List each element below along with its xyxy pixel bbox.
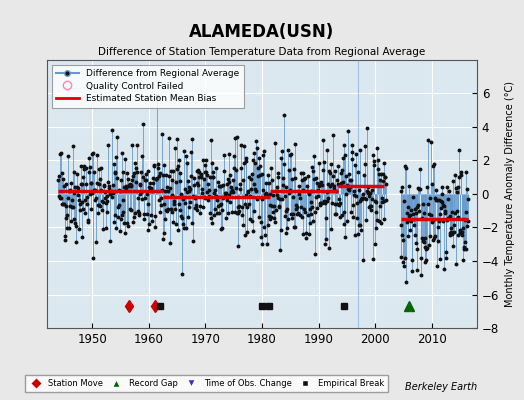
Text: Difference of Station Temperature Data from Regional Average: Difference of Station Temperature Data f… <box>99 47 425 57</box>
Text: ALAMEDA(USN): ALAMEDA(USN) <box>189 23 335 41</box>
Y-axis label: Monthly Temperature Anomaly Difference (°C): Monthly Temperature Anomaly Difference (… <box>505 81 515 307</box>
Legend: Difference from Regional Average, Quality Control Failed, Estimated Station Mean: Difference from Regional Average, Qualit… <box>52 64 244 108</box>
Text: Berkeley Earth: Berkeley Earth <box>405 382 477 392</box>
Legend: Station Move, Record Gap, Time of Obs. Change, Empirical Break: Station Move, Record Gap, Time of Obs. C… <box>25 374 388 392</box>
